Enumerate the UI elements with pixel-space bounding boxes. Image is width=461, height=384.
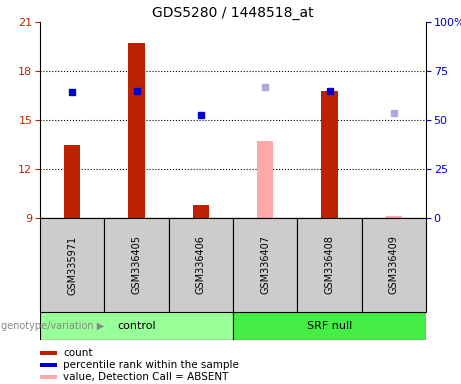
Bar [362, 218, 426, 312]
Bar [40, 312, 233, 340]
Bar [193, 205, 209, 218]
Bar [64, 144, 80, 218]
Bar [257, 141, 273, 218]
Bar [169, 218, 233, 312]
Text: count: count [63, 348, 93, 358]
Text: GSM336408: GSM336408 [325, 235, 335, 295]
Text: value, Detection Call = ABSENT: value, Detection Call = ABSENT [63, 372, 229, 382]
Text: GSM336406: GSM336406 [196, 235, 206, 295]
Text: GSM335971: GSM335971 [67, 235, 77, 295]
Text: control: control [117, 321, 156, 331]
Bar [321, 91, 337, 218]
Bar [40, 362, 57, 366]
Bar [386, 216, 402, 218]
Bar [40, 375, 57, 379]
Bar [104, 218, 169, 312]
Bar [129, 43, 145, 218]
Bar [233, 218, 297, 312]
Title: GDS5280 / 1448518_at: GDS5280 / 1448518_at [152, 6, 314, 20]
Bar [233, 312, 426, 340]
Text: genotype/variation ▶: genotype/variation ▶ [1, 321, 104, 331]
Text: GSM336405: GSM336405 [131, 235, 142, 295]
Text: GSM336407: GSM336407 [260, 235, 270, 295]
Text: percentile rank within the sample: percentile rank within the sample [63, 359, 239, 369]
Text: SRF null: SRF null [307, 321, 352, 331]
Bar [40, 218, 104, 312]
Bar [297, 218, 362, 312]
Bar [40, 351, 57, 354]
Text: GSM336409: GSM336409 [389, 235, 399, 295]
